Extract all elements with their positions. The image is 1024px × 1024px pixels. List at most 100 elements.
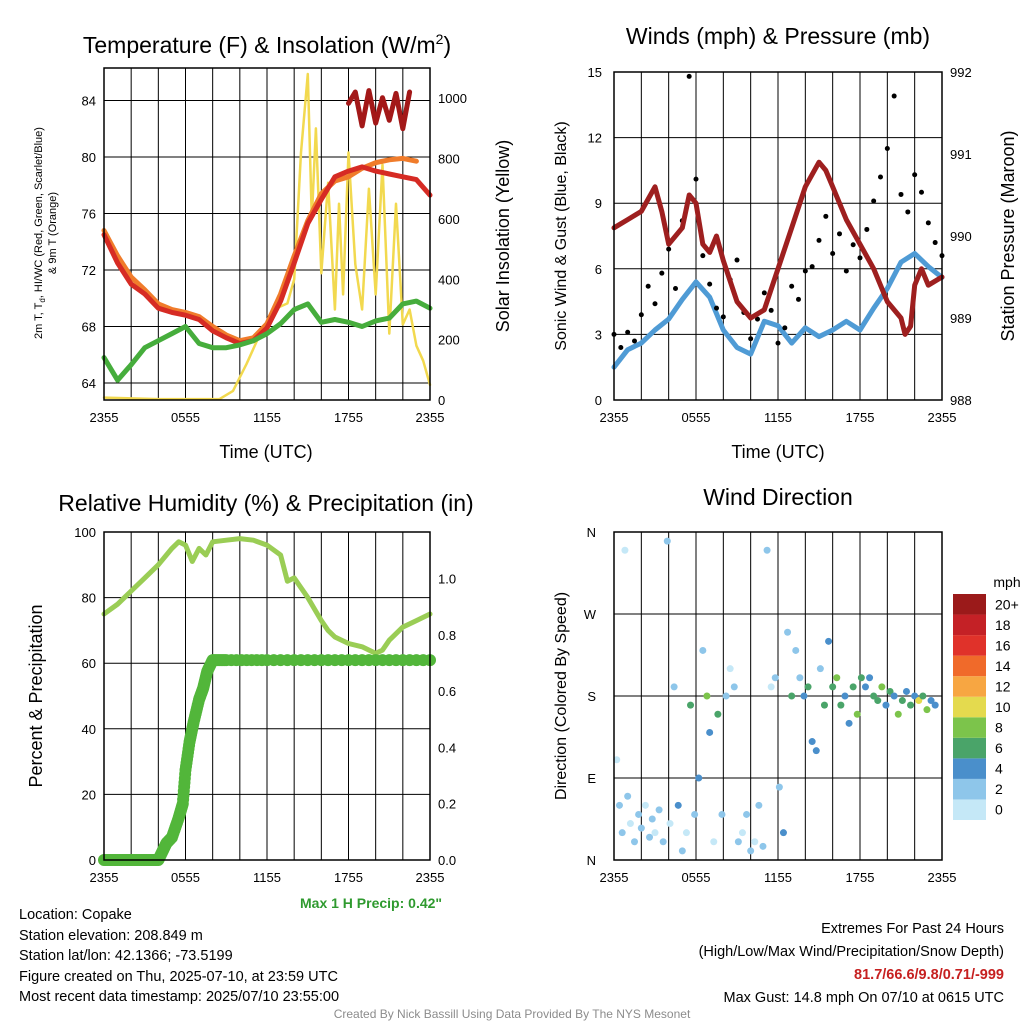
wind-direction-point xyxy=(631,838,638,846)
wind-direction-point xyxy=(703,692,711,700)
x-tick-label: 2355 xyxy=(90,870,119,885)
winds-panel: Winds (mph) & Pressure (mb) 2355 0555 1155… xyxy=(553,23,1018,462)
y-tick-label-right: 800 xyxy=(438,152,460,167)
recent-data-text: Most recent data timestamp: 2025/07/10 2… xyxy=(19,989,340,1005)
humidity-title: Relative Humidity (%) & Precipitation (i… xyxy=(58,490,473,516)
wind-direction-point xyxy=(655,806,663,814)
x-tick-label: 1155 xyxy=(253,410,281,425)
gust-point xyxy=(796,296,801,302)
wind-direction-point xyxy=(759,842,767,850)
wind-direction-point xyxy=(915,697,923,705)
gust-point xyxy=(755,316,760,322)
y-tick-label-right: 0.0 xyxy=(438,853,456,868)
gust-point xyxy=(645,283,651,289)
legend-label: 18 xyxy=(995,617,1011,633)
gust-point xyxy=(768,307,774,313)
y-tick-label-right: 991 xyxy=(950,147,972,162)
wind-direction-point xyxy=(886,687,894,695)
wind-direction-point xyxy=(800,692,808,700)
y-tick-label-left: 80 xyxy=(82,591,96,606)
gust-point xyxy=(857,255,863,261)
y-tick-label-left: N xyxy=(587,525,596,540)
wind-direction-point xyxy=(624,792,632,800)
gust-point xyxy=(652,301,658,307)
x-tick-label: 0555 xyxy=(171,410,200,425)
x-tick-label: 1755 xyxy=(334,870,363,885)
wind-direction-point xyxy=(699,646,707,654)
y-tick-label-left: 40 xyxy=(82,722,96,737)
y-tick-label-left: 80 xyxy=(82,150,96,165)
legend-label: 16 xyxy=(995,637,1011,653)
extremes-title: Extremes For Past 24 Hours xyxy=(821,921,1004,937)
temperature-ylabel-right: Solar Insolation (Yellow) xyxy=(493,140,513,332)
wind-direction-point xyxy=(870,692,878,700)
wind-direction-point xyxy=(666,820,674,828)
legend-swatch xyxy=(953,696,986,718)
y-tick-label-right: 990 xyxy=(950,229,972,244)
gust-point xyxy=(714,305,719,311)
gust-point xyxy=(659,270,665,276)
wind-direction-point xyxy=(796,674,804,682)
legend-swatch xyxy=(953,655,986,677)
gust-point xyxy=(761,290,767,296)
y-tick-label-left: 84 xyxy=(82,93,96,108)
y-tick-label-right: 400 xyxy=(438,272,460,287)
wind-direction-point xyxy=(820,701,828,709)
legend-label: 20+ xyxy=(995,596,1019,612)
winds-xlabel: Time (UTC) xyxy=(731,442,824,462)
y-tick-label-right: 1000 xyxy=(438,91,467,106)
wind-direction-point xyxy=(837,701,845,709)
x-tick-label: 1155 xyxy=(764,870,792,885)
y-tick-label-left: 64 xyxy=(82,376,96,391)
x-tick-label: 0555 xyxy=(171,870,200,885)
x-tick-label: 1755 xyxy=(846,870,875,885)
x-tick-label: 0555 xyxy=(682,410,711,425)
y-tick-label-left: 68 xyxy=(82,320,96,335)
legend-swatch xyxy=(953,676,986,697)
wind-direction-point xyxy=(663,537,671,545)
y-tick-label-left: 100 xyxy=(74,525,96,540)
y-tick-label-left: 76 xyxy=(82,207,96,222)
y-tick-label-left: 12 xyxy=(588,131,602,146)
gust-point xyxy=(891,93,897,99)
gust-point xyxy=(673,285,678,291)
temperature-title: Temperature (F) & Insolation (W/m2) xyxy=(83,31,451,58)
gust-point xyxy=(638,312,644,318)
wind-direction-point xyxy=(845,719,853,727)
wind-direction-point xyxy=(738,829,746,837)
legend-swatch xyxy=(953,594,986,615)
wind-direction-point xyxy=(691,810,699,818)
wind-direction-title: Wind Direction xyxy=(703,484,853,510)
wind-direction-point xyxy=(687,701,695,709)
x-tick-label: 0555 xyxy=(682,870,711,885)
wind-direction-point xyxy=(743,810,751,818)
x-tick-label: 2355 xyxy=(928,410,957,425)
legend-label: 14 xyxy=(995,658,1011,674)
latlon-text: Station lat/lon: 42.1366; -73.5199 xyxy=(19,948,233,964)
wind-direction-point xyxy=(890,692,898,700)
gust-point xyxy=(625,329,631,335)
wind-direction-point xyxy=(730,683,738,691)
legend-label: 8 xyxy=(995,720,1003,736)
wind-direction-point xyxy=(659,838,667,846)
gust-point xyxy=(837,231,842,237)
wind-direction-point xyxy=(841,692,849,700)
wind-direction-point xyxy=(804,683,812,691)
gust-point xyxy=(618,345,624,351)
wind-direction-point xyxy=(755,801,763,809)
y-tick-label-left: E xyxy=(587,771,596,786)
y-tick-label-right: 992 xyxy=(950,65,972,80)
legend-label: 0 xyxy=(995,802,1003,818)
series-line-sonic-wind xyxy=(611,251,945,370)
gust-point xyxy=(884,146,890,152)
wind-direction-point xyxy=(706,728,714,736)
wind-direction-point xyxy=(682,829,690,837)
gust-point xyxy=(686,73,692,79)
wind-direction-point xyxy=(678,847,686,855)
extremes-info: Extremes For Past 24 Hours (High/Low/Max… xyxy=(699,918,1004,1010)
wind-direction-point xyxy=(734,838,742,846)
gust-point xyxy=(720,314,726,320)
y-tick-label-left: 20 xyxy=(82,787,96,802)
wind-direction-point xyxy=(674,801,682,809)
gust-point xyxy=(632,338,637,344)
